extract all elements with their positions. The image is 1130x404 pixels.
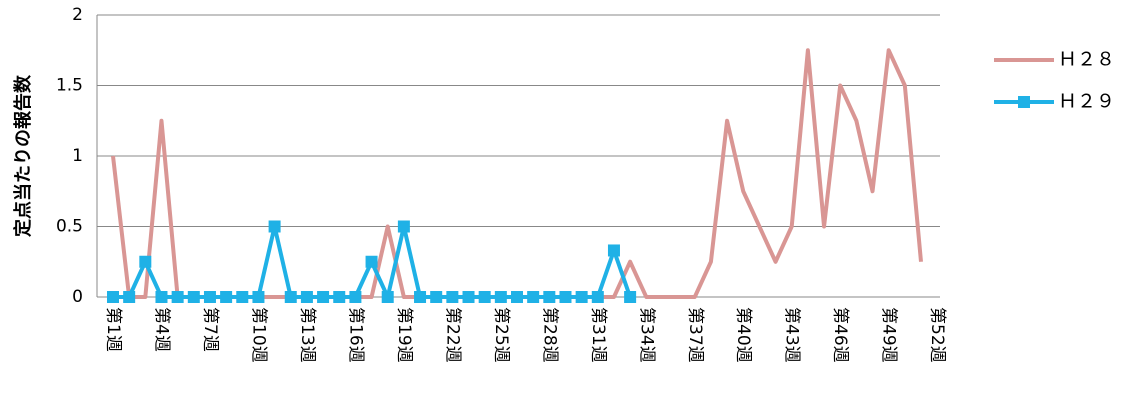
y-tick-label: 0: [72, 287, 83, 307]
marker: [349, 291, 362, 303]
marker: [187, 291, 200, 303]
marker: [284, 291, 297, 303]
marker: [155, 291, 168, 303]
marker: [203, 291, 216, 303]
x-tick-label: 第34週: [636, 307, 656, 363]
x-tick-label: 第10週: [248, 307, 268, 363]
x-tick-label: 第22週: [442, 307, 462, 363]
marker: [430, 291, 443, 303]
x-tick-label: 第4週: [151, 307, 171, 352]
marker: [171, 291, 184, 303]
marker: [236, 291, 249, 303]
marker: [591, 291, 604, 303]
marker: [462, 291, 475, 303]
marker: [575, 291, 588, 303]
x-tick-label: 第28週: [539, 307, 559, 363]
x-tick-label: 第19週: [394, 307, 414, 363]
x-tick-label: 第7週: [200, 307, 220, 352]
y-tick-label: 1: [72, 146, 83, 166]
marker: [317, 291, 330, 303]
legend-label: Ｈ２８: [1058, 49, 1115, 71]
legend-marker: [1018, 96, 1030, 108]
marker: [624, 291, 637, 303]
y-tick-label: 1.5: [56, 76, 83, 96]
x-tick-label: 第43週: [782, 307, 802, 363]
marker: [107, 291, 119, 303]
marker: [252, 291, 265, 303]
x-tick-label: 第1週: [103, 307, 123, 352]
marker: [511, 291, 523, 303]
y-tick-label: 0.5: [56, 217, 83, 237]
marker: [365, 255, 378, 268]
x-tick-label: 第25週: [491, 307, 511, 363]
marker: [527, 291, 540, 303]
series-line: [111, 48, 923, 299]
x-tick-label: 第49週: [879, 307, 899, 363]
y-tick-label: 2: [72, 5, 83, 25]
marker: [543, 291, 556, 303]
marker: [414, 291, 427, 303]
marker: [381, 291, 394, 303]
legend-label: Ｈ２９: [1058, 91, 1115, 113]
x-tick-label: 第37週: [685, 307, 705, 363]
marker: [607, 244, 620, 257]
marker: [397, 220, 410, 233]
x-tick-label: 第40週: [733, 307, 753, 363]
x-tick-label: 第13週: [297, 307, 317, 363]
x-tick-label: 第52週: [927, 307, 947, 363]
marker: [300, 291, 313, 303]
marker: [494, 291, 507, 303]
marker: [446, 291, 459, 303]
marker: [333, 291, 346, 303]
marker: [220, 291, 233, 303]
marker: [559, 291, 572, 303]
marker: [478, 291, 491, 303]
x-tick-label: 第16週: [345, 307, 365, 363]
x-tick-label: 第46週: [830, 307, 850, 363]
marker: [123, 291, 136, 303]
marker: [268, 220, 281, 233]
marker: [139, 255, 152, 268]
x-tick-label: 第31週: [588, 307, 608, 363]
y-axis-title: 定点当たりの報告数: [12, 74, 34, 237]
